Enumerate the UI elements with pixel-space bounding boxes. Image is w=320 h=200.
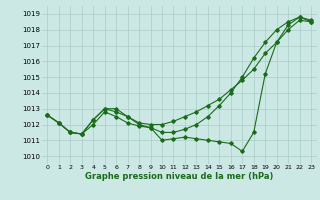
- X-axis label: Graphe pression niveau de la mer (hPa): Graphe pression niveau de la mer (hPa): [85, 172, 273, 181]
